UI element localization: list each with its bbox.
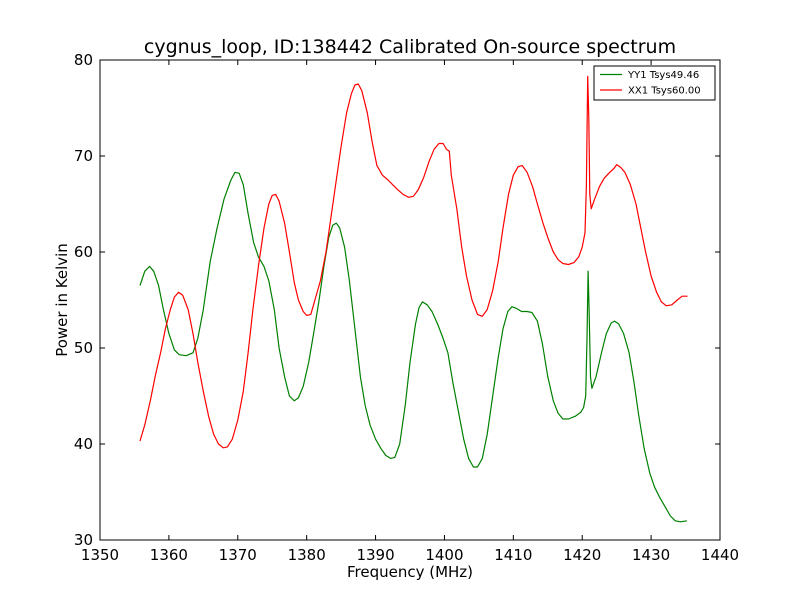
x-tick-label: 1430	[632, 546, 670, 564]
x-tick-label: 1350	[81, 546, 119, 564]
y-tick-label: 60	[74, 243, 93, 261]
y-axis-label: Power in Kelvin	[53, 243, 71, 357]
plot-area: 1350 1360 1370 1380 1390 1400 1410 1420 1430 1440…	[74, 51, 739, 564]
x-axis-label: Frequency (MHz)	[347, 563, 473, 581]
y-axis-ticks: 30 40 50 60 70 80	[74, 51, 720, 549]
legend-label-xx1: XX1 Tsys60.00	[628, 86, 701, 97]
x-tick-label: 1440	[701, 546, 739, 564]
y-tick-label: 40	[74, 435, 93, 453]
series-line-xx1	[139, 75, 688, 449]
legend-box	[593, 65, 716, 101]
x-tick-label: 1390	[356, 546, 394, 564]
axes-frame	[99, 59, 721, 541]
x-tick-label: 1380	[288, 546, 326, 564]
x-tick-label: 1360	[150, 546, 188, 564]
series-layer	[139, 75, 688, 523]
y-tick-label: 50	[74, 339, 93, 357]
legend: YY1 Tsys49.46 XX1 Tsys60.00	[593, 65, 716, 101]
x-tick-label: 1420	[563, 546, 601, 564]
chart-title: cygnus_loop, ID:138442 Calibrated On-sou…	[144, 36, 676, 58]
y-tick-label: 30	[74, 531, 93, 549]
x-tick-label: 1410	[494, 546, 532, 564]
x-axis-ticks: 1350 1360 1370 1380 1390 1400 1410 1420 1430 1440	[81, 60, 739, 564]
y-tick-label: 70	[74, 147, 93, 165]
x-tick-label: 1370	[219, 546, 257, 564]
y-tick-label: 80	[74, 51, 93, 69]
x-tick-label: 1400	[425, 546, 463, 564]
series-line-yy1	[139, 171, 687, 523]
legend-label-yy1: YY1 Tsys49.46	[627, 70, 699, 81]
